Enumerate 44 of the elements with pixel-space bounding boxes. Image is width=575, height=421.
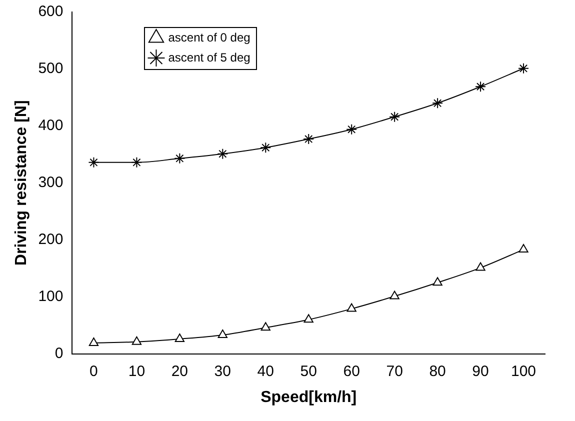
point — [260, 142, 272, 154]
point — [390, 290, 400, 300]
y-tick-label: 400 — [38, 117, 64, 134]
x-tick-label: 70 — [386, 362, 403, 380]
y-tick-label: 100 — [38, 288, 64, 305]
point — [476, 262, 486, 271]
point — [304, 314, 314, 323]
point — [518, 62, 530, 74]
point — [518, 244, 528, 253]
x-tick-label: 90 — [472, 362, 489, 380]
y-axis-title: Driving resistance [N] — [13, 100, 30, 266]
point — [174, 152, 186, 164]
x-tick-label: 10 — [128, 362, 146, 380]
y-tick-label: 300 — [38, 174, 64, 192]
x-tick-label: 80 — [429, 362, 446, 380]
point — [88, 156, 100, 168]
x-tick-label: 100 — [510, 362, 536, 380]
y-tick-label: 0 — [54, 344, 64, 362]
legend-label: ascent of 0 deg — [168, 30, 250, 44]
x-tick-label: 20 — [171, 362, 188, 380]
point — [88, 337, 99, 346]
point — [260, 322, 270, 331]
point — [217, 148, 228, 160]
point — [432, 277, 442, 286]
point — [174, 333, 185, 342]
x-tick-label: 60 — [343, 362, 360, 380]
y-tick-label: 500 — [38, 60, 64, 78]
x-axis-title: Speed[km/h] — [260, 388, 357, 406]
point — [303, 134, 314, 145]
point — [132, 336, 142, 345]
point — [346, 303, 356, 312]
point — [475, 81, 486, 92]
x-tick-label: 0 — [90, 362, 98, 380]
y-tick-label: 200 — [38, 231, 64, 248]
point — [131, 156, 142, 168]
legend-label: ascent of 5 deg — [168, 50, 250, 64]
point — [346, 124, 358, 135]
point — [389, 111, 400, 122]
x-tick-label: 40 — [257, 362, 274, 380]
y-tick-label: 600 — [38, 3, 64, 20]
point — [218, 330, 228, 338]
point — [432, 98, 444, 109]
x-tick-label: 30 — [214, 362, 231, 380]
x-tick-label: 50 — [300, 362, 317, 380]
